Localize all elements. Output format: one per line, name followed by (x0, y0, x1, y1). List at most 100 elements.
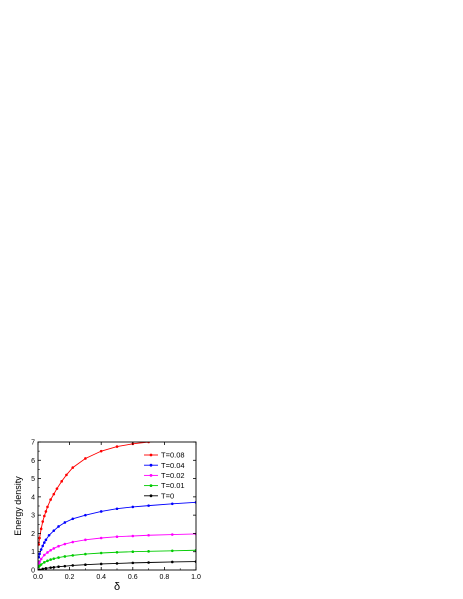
data-point (147, 533, 150, 537)
data-point (41, 567, 45, 570)
series-line (38, 533, 196, 564)
data-point (57, 525, 60, 528)
x-tick-label: 0.6 (128, 574, 138, 581)
data-point (38, 555, 41, 559)
x-tick-label: 0.2 (65, 574, 75, 581)
y-tick-label: 3 (31, 513, 35, 520)
data-point (43, 514, 46, 518)
series-t-0-08 (38, 442, 155, 546)
data-point (44, 538, 48, 542)
legend-marker (149, 484, 153, 487)
data-point (49, 498, 52, 501)
data-point (71, 554, 75, 557)
legend: T=0.08T=0.04T=0.02T=0.01T=0 (144, 451, 185, 500)
legend-item: T=0.04 (144, 461, 185, 470)
data-point (57, 556, 60, 559)
y-tick-label: 2 (31, 531, 35, 538)
data-point (131, 534, 135, 538)
data-point (52, 557, 56, 560)
data-point (46, 559, 49, 563)
data-point (46, 505, 49, 509)
data-point (41, 544, 45, 548)
x-tick-label: 0.4 (96, 574, 106, 581)
series-line (38, 501, 196, 558)
data-point (171, 560, 174, 564)
x-tick-label: 0.8 (160, 574, 170, 581)
legend-label: T=0 (161, 491, 174, 500)
y-axis-title: Energy density (13, 476, 23, 536)
data-point (63, 564, 67, 568)
data-point (52, 547, 56, 550)
y-tick-label: 4 (31, 494, 35, 501)
legend-marker (149, 453, 153, 457)
legend-item: T=0.01 (144, 481, 185, 490)
data-point (63, 521, 67, 524)
data-point (47, 533, 51, 537)
data-point (115, 550, 119, 554)
y-tick-label: 1 (31, 549, 35, 556)
data-point (115, 445, 119, 448)
data-point (99, 510, 103, 513)
data-point (171, 502, 174, 506)
data-point (44, 510, 48, 513)
legend-label: T=0.01 (161, 481, 185, 490)
data-point (39, 527, 43, 531)
data-point (131, 550, 135, 554)
series-t-0-01 (38, 548, 196, 569)
data-point (55, 487, 59, 490)
data-point (171, 549, 174, 553)
legend-label: T=0.02 (161, 471, 185, 480)
data-point (52, 565, 56, 569)
legend-marker (149, 463, 153, 467)
y-tick-label: 6 (31, 458, 35, 465)
data-point (84, 563, 87, 566)
data-point (147, 504, 150, 507)
data-point (115, 535, 119, 539)
legend-item: T=0.02 (144, 471, 185, 480)
data-point (84, 552, 87, 556)
y-tick-label: 5 (31, 476, 35, 483)
data-point (57, 544, 60, 548)
legend-label: T=0.04 (161, 461, 185, 470)
data-point (43, 541, 46, 544)
data-point (39, 557, 43, 561)
data-point (60, 480, 63, 483)
data-point (46, 551, 49, 554)
data-point (84, 513, 87, 517)
data-point (115, 562, 119, 565)
y-tick-label: 0 (31, 568, 35, 575)
data-point (171, 533, 174, 536)
data-point (84, 538, 87, 542)
data-point (131, 561, 135, 565)
legend-marker (149, 494, 153, 498)
data-point (63, 542, 67, 546)
data-point (147, 561, 150, 564)
data-point (41, 520, 45, 523)
data-point (63, 555, 67, 558)
series-t-0-02 (38, 532, 196, 565)
legend-label: T=0.08 (161, 451, 185, 460)
data-point (57, 565, 60, 569)
data-point (52, 492, 56, 496)
data-point (99, 551, 103, 555)
series-t-0 (38, 560, 196, 570)
data-point (39, 563, 43, 566)
legend-item: T=0 (144, 491, 174, 500)
data-point (99, 562, 103, 566)
x-axis-title: δ (114, 581, 120, 593)
data-point (38, 536, 41, 540)
data-point (84, 457, 87, 460)
legend-item: T=0.08 (144, 451, 185, 460)
data-point (43, 553, 46, 557)
data-point (65, 473, 68, 477)
data-point (147, 550, 150, 553)
data-point (38, 552, 41, 556)
data-point (99, 536, 103, 540)
data-point (71, 466, 75, 469)
data-point (71, 540, 75, 544)
axes-layer: 0.0 0.2 0.4 0.6 0.8 1.0 0 1 2 3 4 5 6 7 (31, 440, 201, 582)
data-point (71, 517, 75, 521)
x-tick-label: 0.0 (33, 574, 43, 581)
data-point (71, 564, 75, 567)
